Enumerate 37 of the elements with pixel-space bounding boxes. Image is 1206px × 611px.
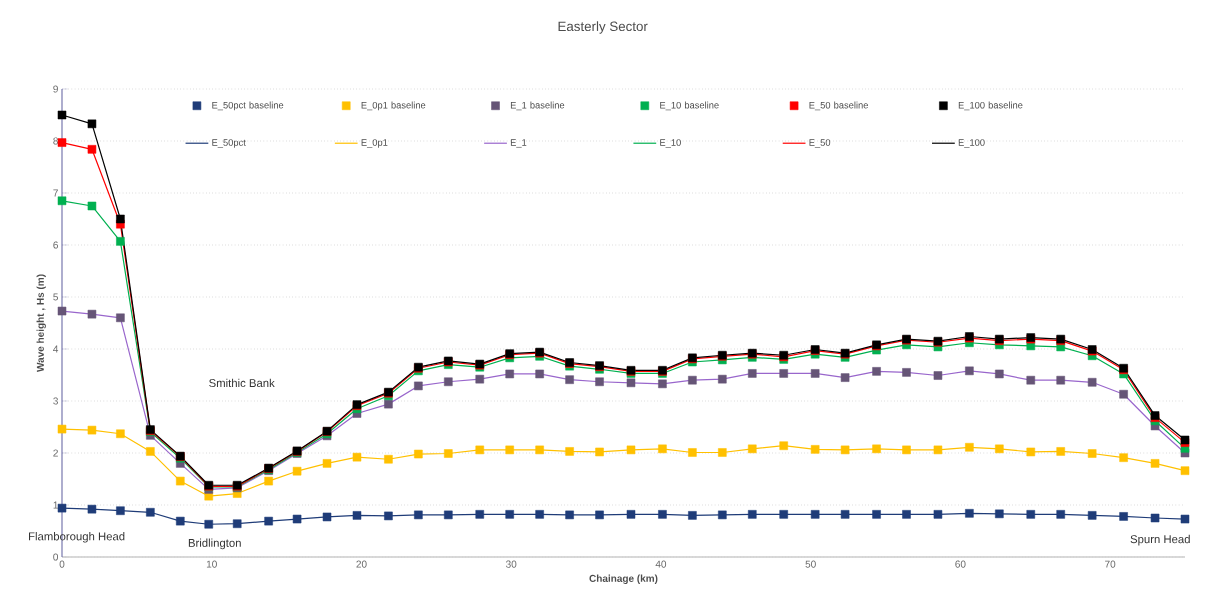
y-tick-label: 8 xyxy=(53,137,58,145)
y-tick-label: 9 xyxy=(53,85,58,93)
legend-label: E_50pct xyxy=(212,139,246,148)
legend-label: E_100 xyxy=(958,139,985,148)
x-tick-label: 50 xyxy=(805,560,816,568)
chart-title: Easterly Sector xyxy=(558,21,648,34)
annotation: Spurn Head xyxy=(1130,534,1190,546)
x-tick-label: 40 xyxy=(655,560,667,568)
annotation: Bridlington xyxy=(188,538,241,550)
y-tick-label: 1 xyxy=(53,501,58,509)
x-tick-label: 10 xyxy=(206,560,217,568)
legend-label: E_0p1 xyxy=(361,139,388,148)
x-tick-label: 20 xyxy=(356,560,367,568)
legend-label: E_1 baseline xyxy=(510,101,565,111)
y-tick-label: 5 xyxy=(53,293,58,301)
legend-label: E_50 xyxy=(809,139,831,148)
y-tick-label: 6 xyxy=(53,241,58,249)
legend-label: E_50pct baseline xyxy=(212,101,284,111)
y-tick-label: 0 xyxy=(53,553,59,561)
x-tick-label: 0 xyxy=(59,560,65,568)
x-tick-label: 60 xyxy=(955,560,966,568)
annotation: Smithic Bank xyxy=(209,378,275,388)
legend-label: E_10 baseline xyxy=(660,101,719,111)
y-tick-label: 3 xyxy=(53,397,58,405)
legend-label: E_10 xyxy=(660,139,681,148)
legend-label: E_50 baseline xyxy=(809,101,868,111)
x-tick-label: 70 xyxy=(1105,560,1116,568)
legend-label: E_0p1 baseline xyxy=(361,101,426,111)
legend-label: E_100 baseline xyxy=(958,101,1023,111)
x-axis-title: Chainage (km) xyxy=(589,574,658,584)
y-tick-label: 4 xyxy=(53,345,59,353)
legend-label: E_1 xyxy=(510,139,527,148)
y-axis-title: Wave height , Hs (m) xyxy=(36,274,46,372)
y-tick-label: 2 xyxy=(53,449,58,457)
x-tick-label: 30 xyxy=(506,560,517,568)
annotation: Flamborough Head xyxy=(29,532,125,543)
y-tick-label: 7 xyxy=(53,189,58,197)
